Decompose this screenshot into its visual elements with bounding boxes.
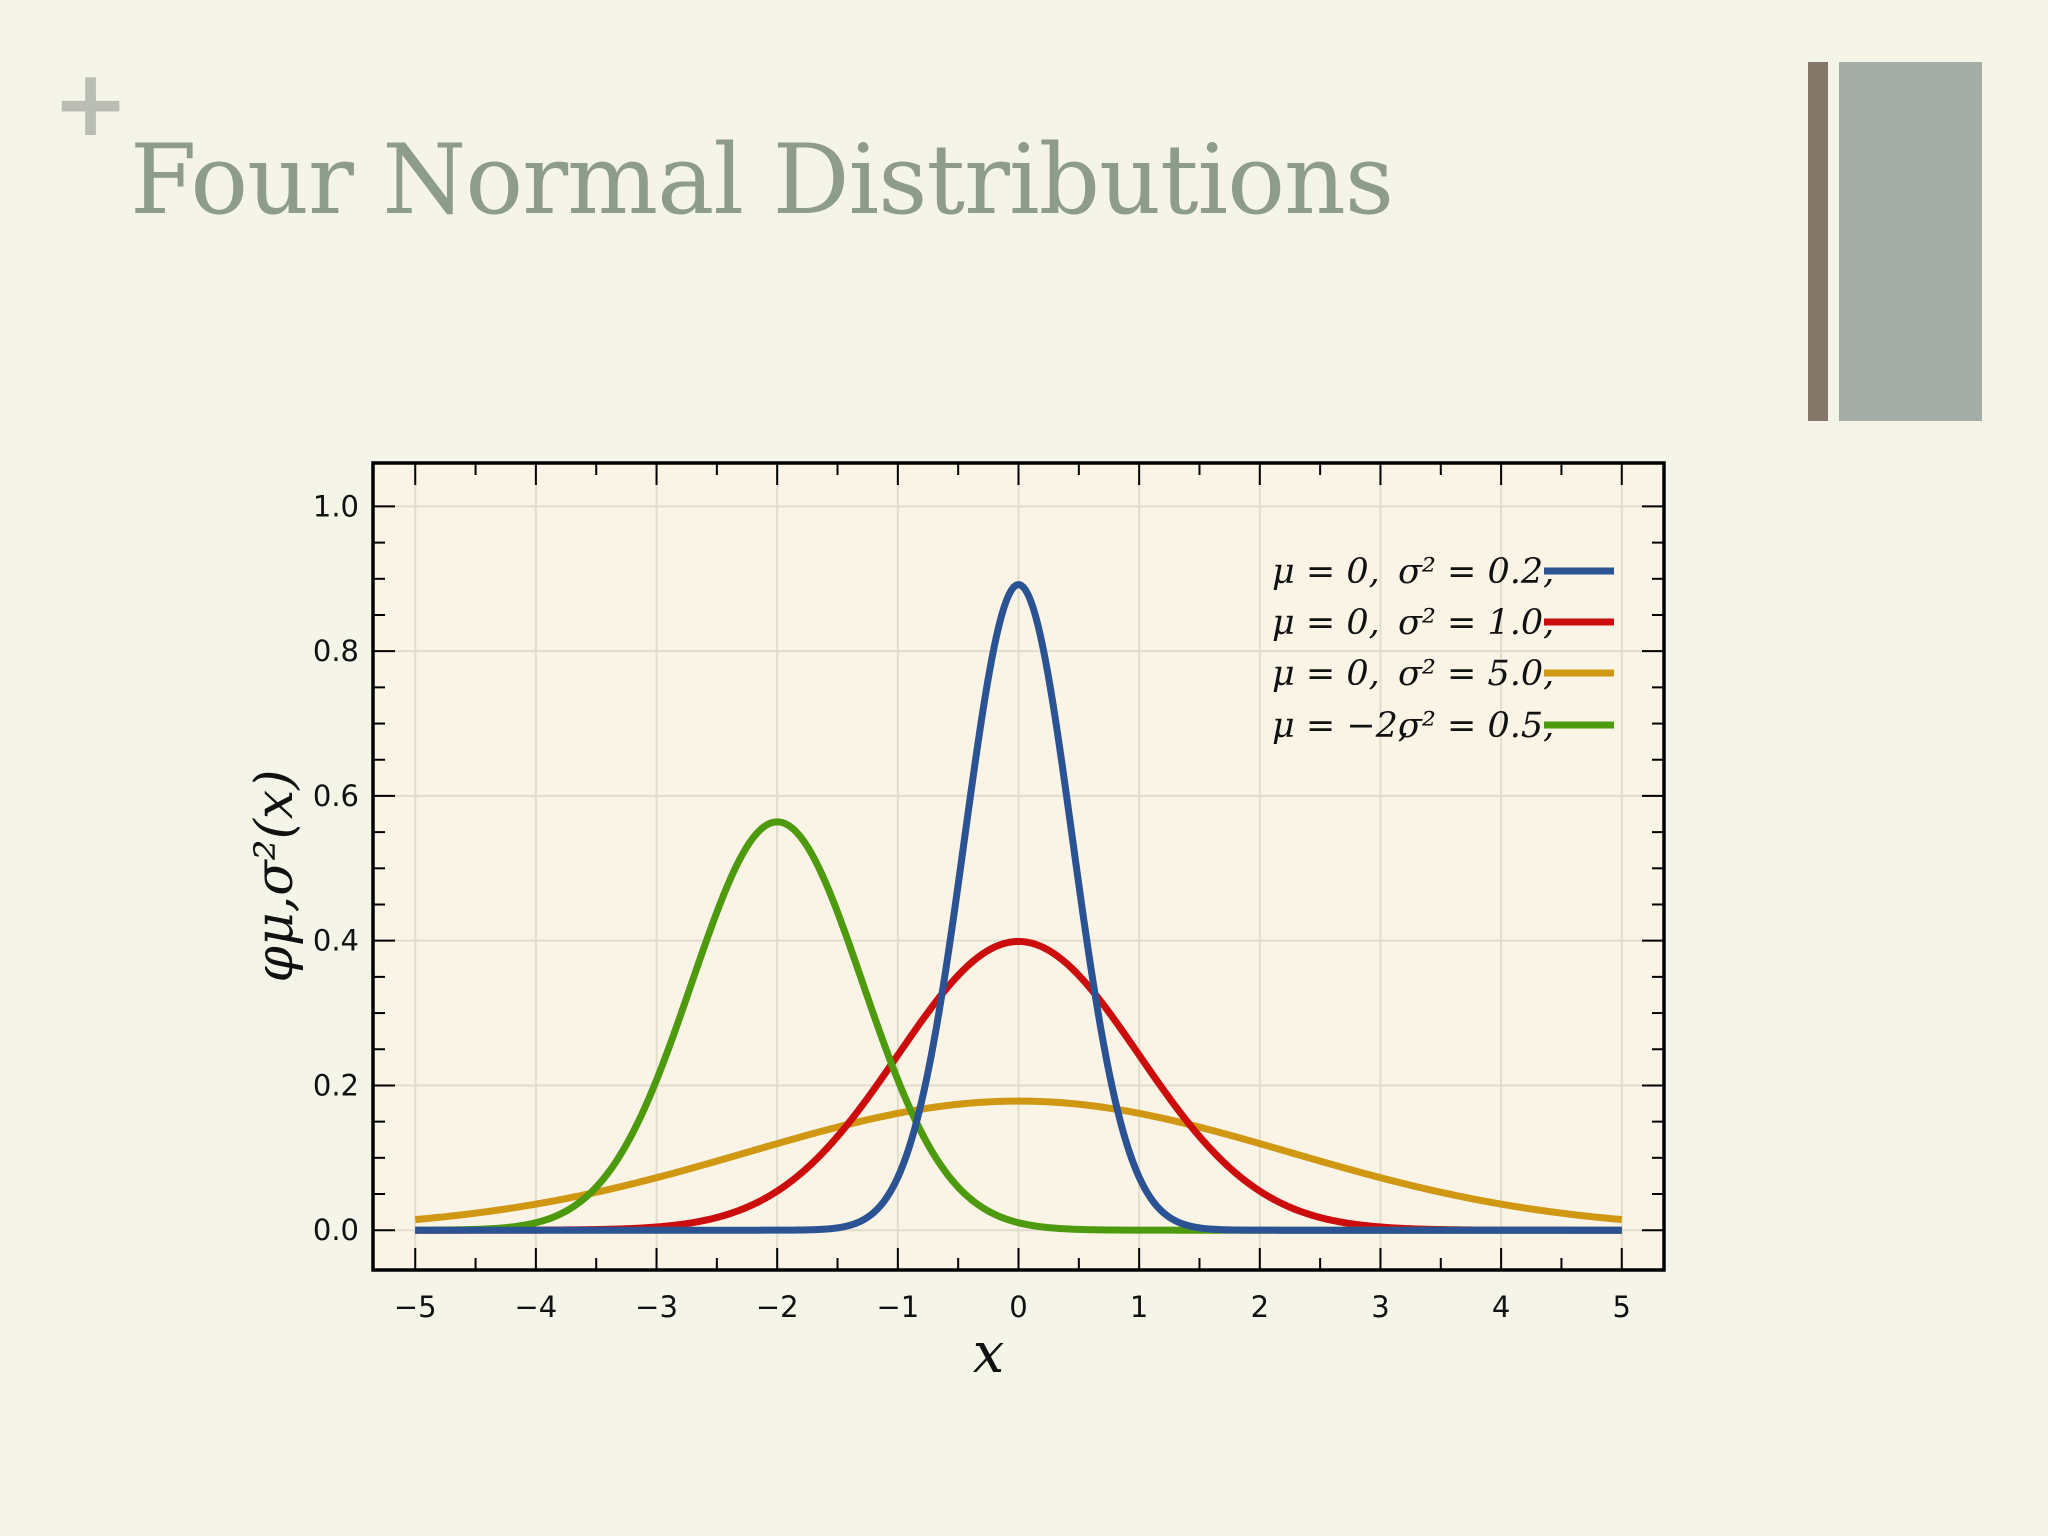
x-tick-label: −1 (876, 1290, 919, 1324)
x-tick-label: 5 (1613, 1290, 1631, 1324)
axis-ticks (373, 463, 1664, 1270)
x-tick-label: 3 (1371, 1290, 1389, 1324)
plus-icon: + (52, 50, 130, 157)
y-tick-label: 0.0 (313, 1213, 359, 1247)
y-tick-label: 0.6 (313, 779, 359, 813)
decorative-bar-narrow (1808, 62, 1828, 421)
legend-variance-label: σ² = 0.2, (1398, 552, 1554, 592)
x-tick-label: −5 (394, 1290, 437, 1324)
y-tick-label: 0.2 (313, 1068, 359, 1102)
legend-mu-label: μ = −2, (1272, 706, 1409, 746)
curves (414, 581, 1623, 1234)
y-tick-label: 0.8 (313, 634, 359, 668)
legend: μ = 0, σ² = 0.2, μ = 0, σ² = 1.0, μ = 0, σ² =… (1272, 552, 1614, 746)
grid-lines (373, 463, 1664, 1270)
legend-mu-label: μ = 0, (1272, 603, 1380, 643)
x-tick-label: −2 (756, 1290, 799, 1324)
x-tick-label: 1 (1130, 1290, 1148, 1324)
legend-mu-label: μ = 0, (1272, 654, 1380, 694)
legend-variance-label: σ² = 1.0, (1398, 603, 1554, 643)
x-tick-label: −3 (635, 1290, 678, 1324)
x-tick-label: 2 (1251, 1290, 1269, 1324)
decorative-bar-wide (1839, 62, 1982, 421)
x-tick-label: 4 (1492, 1290, 1510, 1324)
legend-variance-label: σ² = 0.5, (1398, 706, 1554, 746)
y-tick-label: 0.4 (313, 924, 359, 958)
x-tick-label: 0 (1009, 1290, 1027, 1324)
x-axis-title: x (973, 1321, 1005, 1386)
axis-labels: −5 −4 −3 −2 −1 0 1 2 3 4 5 0.0 0.2 0.4 0.6 0.8 1.0 x φμ,σ²… (245, 489, 1631, 1386)
series-line-0 (414, 581, 1623, 1234)
y-tick-label: 1.0 (313, 489, 359, 523)
y-axis-title: φμ,σ²(x) (245, 770, 305, 983)
legend-mu-label: μ = 0, (1272, 552, 1380, 592)
slide-title: Four Normal Distributions (130, 124, 1394, 236)
x-tick-label: −4 (515, 1290, 558, 1324)
legend-variance-label: σ² = 5.0, (1398, 654, 1554, 694)
series-line-2 (414, 1097, 1623, 1224)
